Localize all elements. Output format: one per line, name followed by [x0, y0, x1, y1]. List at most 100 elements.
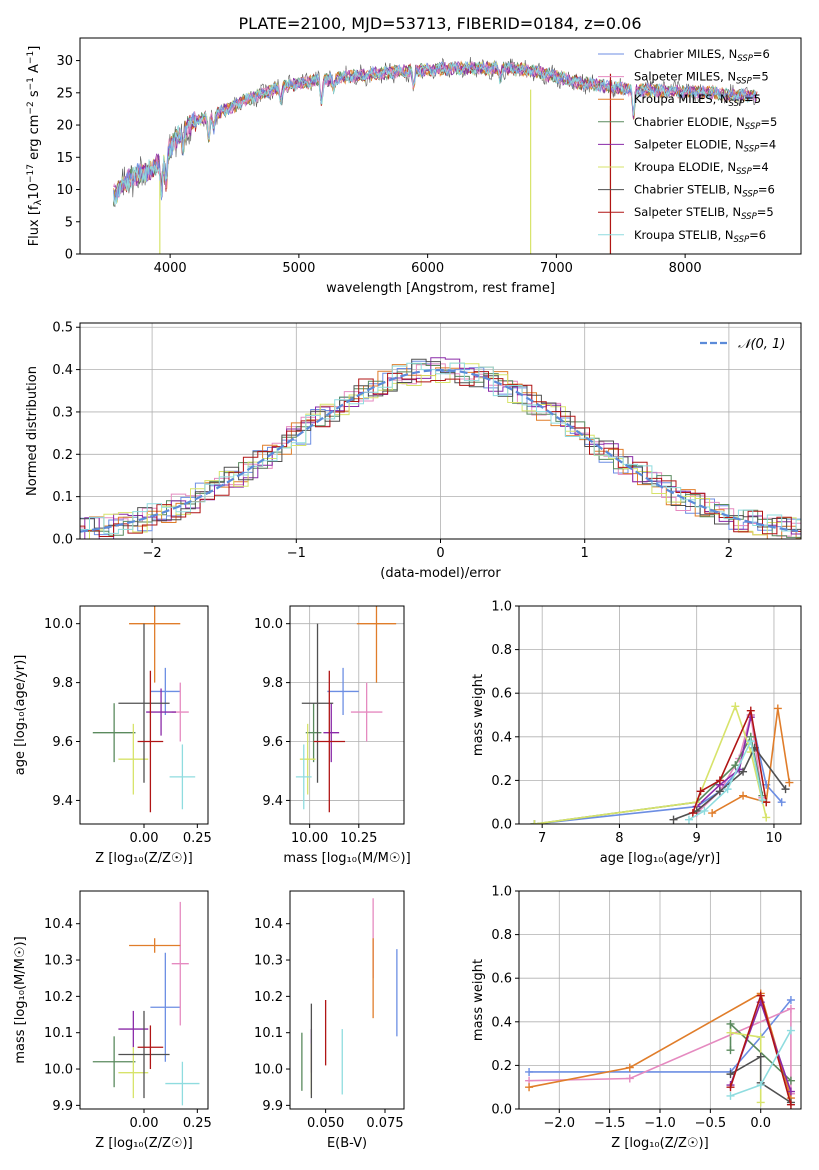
y-tick-label: 9.6: [262, 735, 283, 750]
weight-point-marker: [726, 1070, 735, 1079]
weight-point-marker: [781, 785, 790, 794]
marks: [295, 606, 397, 813]
weight-point-marker: [525, 1083, 534, 1092]
weight-point-marker: [773, 704, 782, 713]
x-axis-label: E(B-V): [327, 1136, 367, 1151]
legend-entry: Kroupa ELODIE, NSSP=4: [634, 160, 769, 177]
histogram-series: [80, 371, 801, 537]
weight-point-marker: [786, 1076, 795, 1085]
spectrum-line: [113, 60, 758, 205]
y-axis-label: mass weight: [471, 959, 486, 1041]
y-tick-label: 0.0: [52, 533, 73, 548]
x-tick-label: 0.0: [750, 1116, 771, 1131]
weight-point-marker: [756, 1052, 765, 1061]
y-tick-label: 10: [56, 183, 73, 198]
mass-vs-Z-panel: 0.00 0.25 9.9 10.0 10.1 10.2 10.3 10.4 Z [log₁₀(…: [13, 890, 212, 1151]
y-tick-label: 5: [65, 215, 73, 230]
x-tick-label: 1: [581, 546, 589, 561]
weight-point-marker: [786, 1004, 795, 1013]
weight-series-line: [730, 1055, 792, 1104]
x-tick-label: 2: [725, 546, 733, 561]
y-tick-label: 0.4: [491, 730, 512, 745]
weight-point-marker: [726, 1083, 735, 1092]
weight-point-marker: [726, 1091, 735, 1100]
figure-title: PLATE=2100, MJD=53713, FIBERID=0184, z=0…: [238, 14, 641, 33]
weight-point-marker: [758, 796, 767, 805]
age-vs-mass-panel: 10.00 10.25 9.4 9.6 9.8 10.0 mass [log₁₀(M/M☉)…: [254, 605, 411, 866]
weight-point-marker: [625, 1063, 634, 1072]
weight-point-marker: [731, 761, 740, 770]
normal-reference-curve: [80, 368, 799, 533]
x-tick-label: 10.25: [340, 831, 377, 846]
y-tick-label: 10.0: [44, 617, 73, 632]
axes-frame: [289, 890, 405, 1110]
x-axis-label: Z [log₁₀(Z/Z☉)]: [95, 851, 192, 866]
y-axis-label: age [log₁₀(age/yr)]: [13, 655, 28, 776]
legend-entry: Chabrier STELIB, NSSP=6: [634, 183, 775, 200]
y-tick-label: 20: [56, 119, 73, 134]
legend-entry: Salpeter ELODIE, NSSP=4: [634, 137, 776, 154]
y-tick-label: 10.1: [44, 1026, 73, 1041]
legend-entry: Salpeter MILES, NSSP=5: [634, 70, 769, 87]
y-tick-label: 0.8: [491, 643, 512, 658]
y-tick-label: 30: [56, 54, 73, 69]
weight-point-marker: [625, 1074, 634, 1083]
x-tick-label: 9: [693, 831, 701, 846]
weight-point-marker: [786, 1087, 795, 1096]
x-tick-label: 10.00: [291, 831, 328, 846]
legend-entry: Salpeter STELIB, NSSP=5: [634, 205, 774, 222]
weight-point-marker: [696, 787, 705, 796]
marks: [80, 357, 801, 539]
y-tick-label: 0.6: [491, 687, 512, 702]
weight-point-marker: [688, 809, 697, 818]
x-tick-label: 8: [615, 831, 623, 846]
spectrum-line: [113, 60, 758, 200]
y-tick-label: 9.4: [52, 794, 73, 809]
histogram-series: [80, 362, 801, 534]
weight-point-marker: [726, 1028, 735, 1037]
y-tick-label: 0.3: [52, 405, 73, 420]
x-tick-label: 7000: [540, 261, 573, 276]
y-axis-label: mass weight: [471, 674, 486, 756]
y-tick-label: 9.8: [262, 676, 283, 691]
y-tick-label: 0.4: [491, 1015, 512, 1030]
x-axis-label: age [log₁₀(age/yr)]: [600, 851, 721, 866]
residuals-panel: −2 −1 0 1 2 0.0 0.1 0.2 0.3 0.4 0.5 (data-model)/er…: [25, 321, 802, 581]
y-tick-label: 9.4: [262, 794, 283, 809]
x-tick-label: 0.25: [183, 831, 212, 846]
y-tick-label: 1.0: [491, 600, 512, 615]
weight-point-marker: [723, 785, 732, 794]
y-tick-label: 0.2: [491, 774, 512, 789]
plot-area: [290, 606, 404, 824]
weight-point-marker: [715, 776, 724, 785]
weight-point-marker: [739, 791, 748, 800]
x-axis-label: wavelength [Angstrom, rest frame]: [326, 281, 555, 296]
y-tick-label: 10.3: [44, 954, 73, 969]
axes-frame: [518, 605, 802, 825]
weight-point-marker: [726, 1046, 735, 1055]
weight-point-marker: [756, 1098, 765, 1107]
y-tick-label: 0.0: [491, 1103, 512, 1118]
y-tick-label: 0.1: [52, 490, 73, 505]
x-tick-label: 0.050: [307, 1116, 344, 1131]
x-tick-label: −1: [287, 546, 306, 561]
plot-area: [519, 606, 801, 824]
weight-point-marker: [746, 706, 755, 715]
marks: [113, 56, 758, 254]
y-tick-label: 9.9: [52, 1099, 73, 1114]
legend-entry: Kroupa STELIB, NSSP=6: [634, 228, 766, 245]
weight-point-marker: [756, 1033, 765, 1042]
y-tick-label: 9.9: [262, 1099, 283, 1114]
weight-point-marker: [786, 1026, 795, 1035]
y-axis-label: Flux [fλ10−17 erg cm−2 s−1 A−1]: [26, 46, 44, 247]
y-tick-label: 10.1: [254, 1026, 283, 1041]
y-tick-label: 10.4: [44, 917, 73, 932]
weight-point-marker: [525, 1067, 534, 1076]
weight-point-marker: [715, 787, 724, 796]
y-tick-label: 1.0: [491, 885, 512, 900]
y-tick-label: 0.2: [491, 1059, 512, 1074]
weight-point-marker: [669, 815, 678, 824]
weight-point-marker: [756, 991, 765, 1000]
x-tick-label: 7: [538, 831, 546, 846]
y-tick-label: 10.2: [44, 990, 73, 1005]
